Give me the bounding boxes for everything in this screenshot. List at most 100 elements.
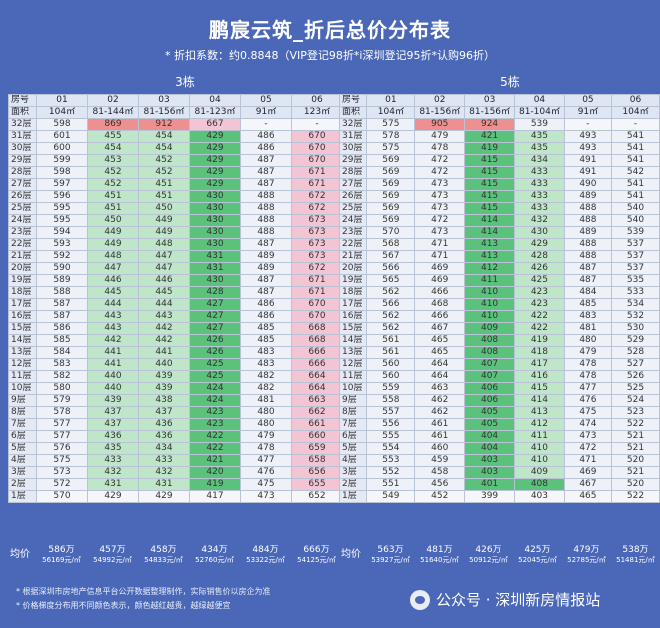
building-3-average-row: 均价 586万 457万 458万 434万 484万 666万 56169元/㎡ 54992元… xyxy=(8,545,342,565)
price-cell: 429 xyxy=(138,490,190,503)
table-row: 18层 562 466 410 423 484 533 xyxy=(338,286,660,299)
price-cell: 662 xyxy=(291,406,343,419)
price-cell: 429 xyxy=(189,166,241,179)
price-cell: 449 xyxy=(138,214,190,227)
avg-unit-price: 52785元/㎡ xyxy=(567,556,606,564)
price-cell: 412 xyxy=(514,418,565,431)
avg-unit-price: 54833元/㎡ xyxy=(144,556,183,564)
price-cell: 493 xyxy=(563,142,613,155)
price-cell: 450 xyxy=(87,214,139,227)
price-cell: 480 xyxy=(563,334,613,347)
price-cell: 579 xyxy=(36,394,88,407)
price-cell: 473 xyxy=(414,178,466,191)
price-cell: 482 xyxy=(240,382,292,395)
price-cell: 672 xyxy=(291,190,343,203)
table-row: 22层 593 449 448 430 487 673 xyxy=(8,238,343,251)
price-cell: 425 xyxy=(189,370,241,383)
avg-total-row: 均价 563万 481万 426万 425万 479万 538万 xyxy=(339,545,660,560)
building-5-price-table: 房号 01 02 03 04 05 06 面积 104㎡ 81-156㎡ 81-156㎡ 81-104… xyxy=(338,94,660,503)
price-cell: 448 xyxy=(87,250,139,263)
floor-label: 10层 xyxy=(338,382,368,395)
table-row: 28层 598 452 452 429 487 671 xyxy=(8,166,343,179)
price-cell: 430 xyxy=(189,190,241,203)
watermark: 公众号 · 深圳新房情报站 xyxy=(410,589,600,610)
table-row: 25层 569 473 415 433 488 540 xyxy=(338,202,660,215)
price-cell: 671 xyxy=(291,178,343,191)
price-cell: 570 xyxy=(36,490,88,503)
floor-label: 26层 xyxy=(338,190,368,203)
price-cell: 577 xyxy=(36,418,88,431)
floor-label: 7层 xyxy=(338,418,368,431)
table-row: 29层 569 472 415 434 491 541 xyxy=(338,154,660,167)
price-cell: 484 xyxy=(563,286,613,299)
price-cell: 422 xyxy=(514,310,565,323)
price-cell: 487 xyxy=(563,274,613,287)
unit-area: 81-156㎡ xyxy=(138,106,190,119)
price-cell: 487 xyxy=(240,178,292,191)
price-cell: 471 xyxy=(414,250,466,263)
unit-area: 91㎡ xyxy=(563,106,613,119)
floor-label: 20层 xyxy=(338,262,368,275)
unit-area: 81-123㎡ xyxy=(189,106,241,119)
avg-total: 458万 xyxy=(150,545,177,555)
price-cell: 426 xyxy=(189,334,241,347)
floor-label: 31层 xyxy=(8,130,37,143)
avg-label: 均价 xyxy=(10,549,30,560)
price-cell: 466 xyxy=(414,286,466,299)
price-cell: 444 xyxy=(87,298,139,311)
table-row: 19层 565 469 411 425 487 535 xyxy=(338,274,660,287)
price-cell: 575 xyxy=(36,454,88,467)
price-cell: 668 xyxy=(291,334,343,347)
price-cell: 433 xyxy=(514,190,565,203)
table-row: 13层 584 441 441 426 483 666 xyxy=(8,346,343,359)
price-cell: 429 xyxy=(189,154,241,167)
price-cell: 489 xyxy=(563,190,613,203)
price-cell: 472 xyxy=(563,442,613,455)
price-cell: 555 xyxy=(366,430,416,443)
price-cell: 447 xyxy=(138,262,190,275)
price-cell: 521 xyxy=(611,442,660,455)
floor-label: 22层 xyxy=(338,238,368,251)
price-cell: 487 xyxy=(240,238,292,251)
table-row: 1层 549 452 399 403 465 522 xyxy=(338,490,660,503)
price-cell: 431 xyxy=(189,250,241,263)
price-cell: 406 xyxy=(464,382,515,395)
table-row: 7层 556 461 405 412 474 522 xyxy=(338,418,660,431)
price-cell: 671 xyxy=(291,286,343,299)
floor-label: 26层 xyxy=(8,190,37,203)
avg-total: 586万 xyxy=(48,545,75,555)
price-cell: 568 xyxy=(366,238,416,251)
price-cell: 453 xyxy=(87,154,139,167)
table-row: 32层 575 905 924 539- - xyxy=(338,118,660,131)
floor-label: 27层 xyxy=(338,178,368,191)
price-cell: 431 xyxy=(87,478,139,491)
price-cell: 475 xyxy=(563,406,613,419)
avg-total-row: 均价 586万 457万 458万 434万 484万 666万 xyxy=(8,545,342,560)
price-cell: 869 xyxy=(87,118,139,131)
floor-label: 25层 xyxy=(8,202,37,215)
price-cell: 439 xyxy=(138,382,190,395)
floor-label: 28层 xyxy=(338,166,368,179)
price-cell: 596 xyxy=(36,190,88,203)
table-row: 31层 578 479 421 435 493 541 xyxy=(338,130,660,143)
price-cell: 559 xyxy=(366,382,416,395)
price-cell: 449 xyxy=(138,226,190,239)
price-cell: 597 xyxy=(36,178,88,191)
price-cell: 441 xyxy=(87,358,139,371)
price-cell: 408 xyxy=(464,334,515,347)
price-cell: 537 xyxy=(611,250,660,263)
price-cell: 478 xyxy=(240,442,292,455)
table-row: 17层 587 444 444 427 486 670 xyxy=(8,298,343,311)
price-cell: - xyxy=(240,118,292,131)
floor-label: 5层 xyxy=(338,442,368,455)
area-header-row: 面积 104㎡ 81-156㎡ 81-156㎡ 81-104㎡ 91㎡ 104㎡ xyxy=(338,106,660,119)
price-cell: 529 xyxy=(611,334,660,347)
avg-unit-price: 51481元/㎡ xyxy=(616,556,655,564)
floor-label: 3层 xyxy=(8,466,37,479)
unit-header-row: 房号 01 02 03 04 05 06 xyxy=(8,94,343,107)
table-row: 11层 582 440 439 425 482 664 xyxy=(8,370,343,383)
price-cell: 670 xyxy=(291,298,343,311)
price-cell: 590 xyxy=(36,262,88,275)
price-cell: 598 xyxy=(36,118,88,131)
page-title: 鹏宸云筑_折后总价分布表 xyxy=(209,18,451,42)
